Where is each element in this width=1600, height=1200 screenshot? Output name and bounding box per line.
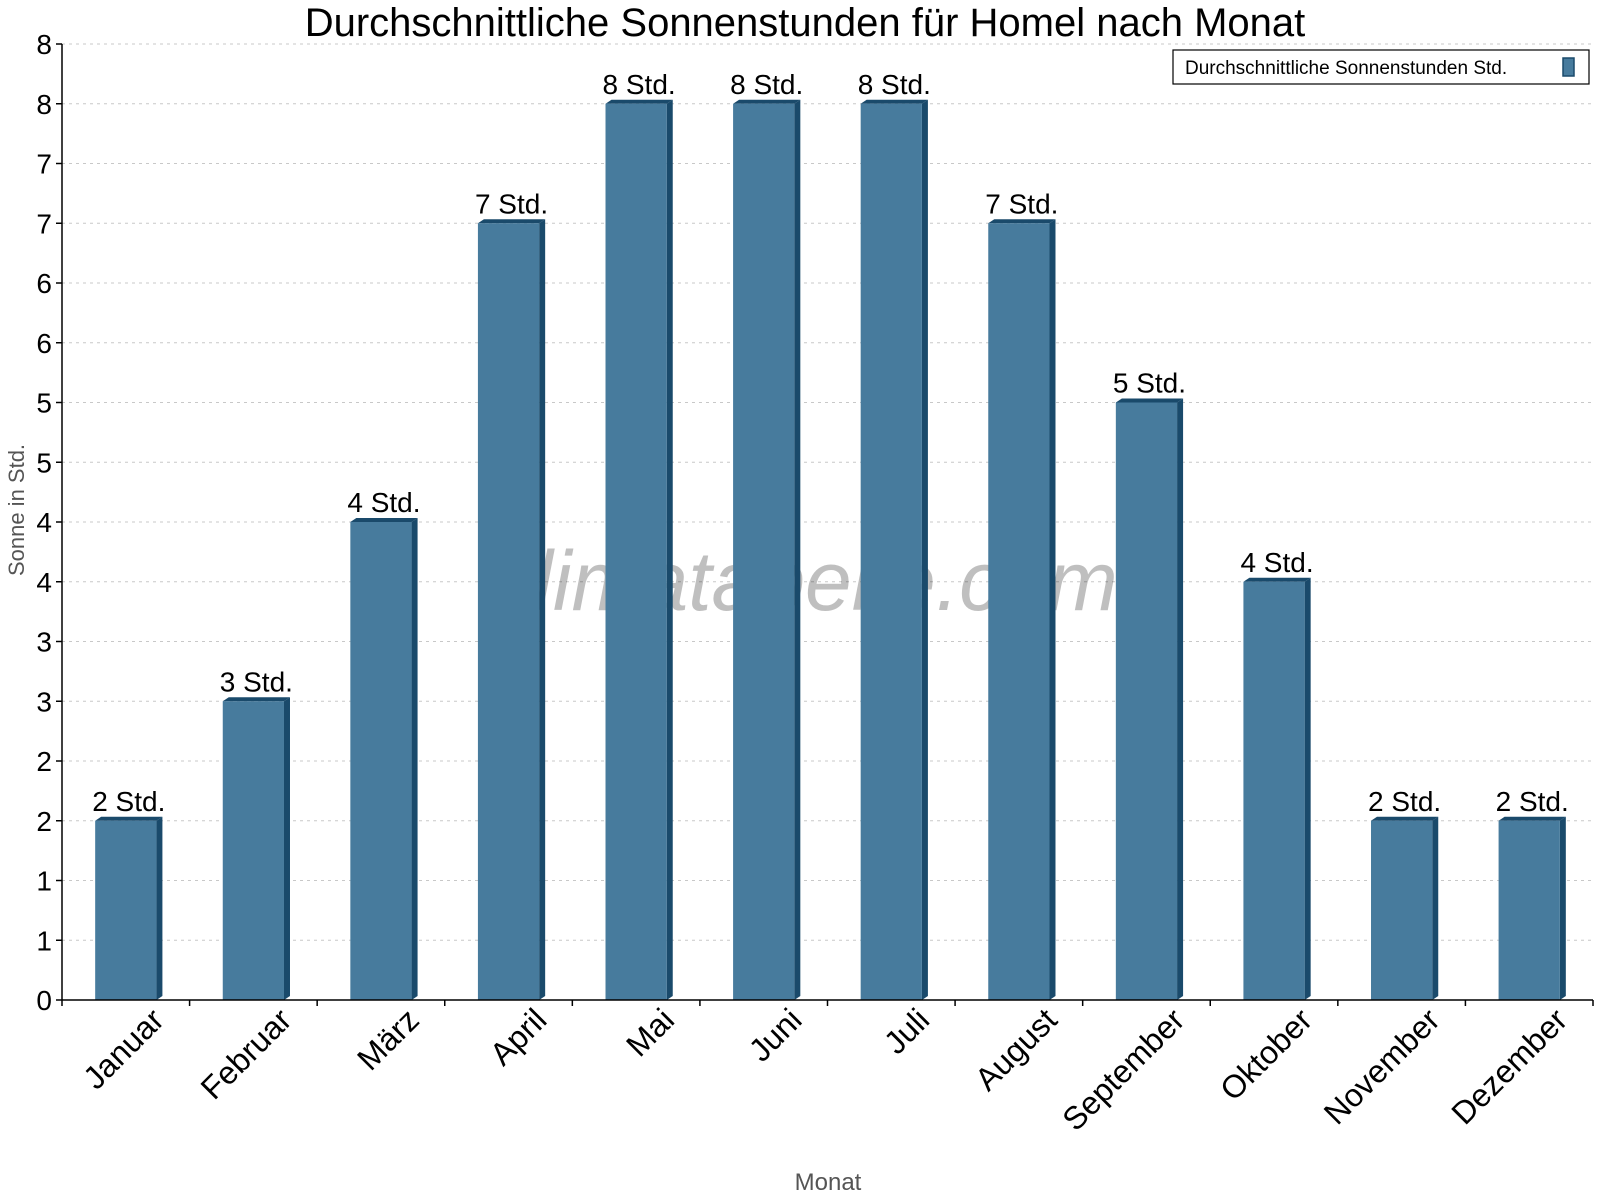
bar — [95, 820, 157, 1000]
bar-side — [283, 697, 290, 1000]
y-tick-label: 5 — [36, 447, 52, 478]
bar — [733, 103, 795, 1000]
x-tick-label: September — [1055, 1001, 1191, 1137]
bar — [1115, 402, 1178, 1000]
data-label: 2 Std. — [1496, 786, 1569, 817]
y-axis-label: Sonne in Std. — [4, 444, 29, 576]
x-tick-label: März — [350, 1001, 426, 1077]
y-tick-label: 7 — [36, 208, 52, 239]
x-tick-label: Dezember — [1444, 1001, 1574, 1131]
bar-top — [350, 518, 418, 522]
y-tick-label: 8 — [36, 89, 52, 120]
bar — [1371, 820, 1433, 1000]
x-tick-label: Mai — [619, 1001, 681, 1063]
bar-top — [95, 816, 163, 821]
data-label: 2 Std. — [1368, 786, 1441, 817]
data-label: 5 Std. — [1113, 368, 1186, 399]
bar-side — [1177, 398, 1184, 1000]
y-tick-label: 2 — [36, 806, 52, 837]
x-tick-label: April — [483, 1001, 554, 1072]
bar — [222, 701, 284, 1000]
bar-top — [605, 99, 673, 104]
data-label: 7 Std. — [985, 188, 1058, 219]
legend-swatch — [1562, 57, 1575, 77]
y-tick-label: 1 — [36, 925, 52, 956]
bar-side — [156, 816, 163, 1000]
bar-side — [539, 219, 546, 1000]
bar-side — [1049, 219, 1056, 1000]
x-tick-label: November — [1317, 1001, 1447, 1131]
y-tick-label: 6 — [36, 268, 52, 299]
chart-title: Durchschnittliche Sonnenstunden für Home… — [305, 1, 1306, 45]
y-tick-label: 3 — [36, 686, 52, 717]
bar — [988, 223, 1050, 1000]
data-label: 8 Std. — [730, 69, 803, 100]
data-label: 7 Std. — [475, 188, 548, 219]
y-tick-label: 8 — [36, 29, 52, 60]
x-tick-label: Oktober — [1213, 1001, 1319, 1107]
data-label: 2 Std. — [92, 786, 165, 817]
bar-top — [733, 99, 801, 104]
x-tick-label: August — [968, 1001, 1064, 1097]
x-tick-label: Juli — [877, 1001, 936, 1060]
bar — [605, 103, 667, 1000]
bar — [477, 223, 540, 1000]
bar-side — [1304, 577, 1311, 1000]
y-tick-label: 2 — [36, 746, 52, 777]
bar — [1498, 820, 1560, 1000]
bar-top — [1243, 577, 1311, 582]
y-tick-label: 1 — [36, 866, 52, 897]
y-tick-label: 3 — [36, 627, 52, 658]
x-axis-label: Monat — [795, 1169, 862, 1196]
bar-side — [666, 99, 673, 1000]
data-label: 8 Std. — [858, 69, 931, 100]
x-tick-label: Januar — [76, 1001, 171, 1096]
legend-box — [1172, 49, 1590, 85]
bar-side — [1559, 816, 1566, 1000]
bar-side — [411, 518, 418, 1000]
y-tick-label: 0 — [36, 985, 52, 1016]
bar-top — [1371, 816, 1439, 821]
bar — [350, 522, 412, 1000]
bar-top — [1115, 398, 1184, 403]
data-label: 4 Std. — [347, 487, 420, 518]
bar — [860, 103, 922, 1000]
bar-top — [477, 219, 546, 224]
y-tick-label: 4 — [36, 507, 52, 538]
legend: Durchschnittliche Sonnenstunden Std. — [1172, 49, 1590, 85]
y-tick-label: 4 — [36, 567, 52, 598]
y-tick-label: 6 — [36, 328, 52, 359]
data-label: 3 Std. — [220, 666, 293, 697]
legend-label: Durchschnittliche Sonnenstunden Std. — [1185, 58, 1507, 79]
bar-side — [794, 99, 801, 1000]
x-tick-label: Juni — [742, 1001, 809, 1068]
bar-top — [222, 697, 290, 702]
bar-top — [988, 219, 1056, 224]
data-label: 4 Std. — [1240, 547, 1313, 578]
y-tick-label: 5 — [36, 388, 52, 419]
data-label: 8 Std. — [603, 69, 676, 100]
y-tick-label: 7 — [36, 149, 52, 180]
x-tick-label: Februar — [194, 1001, 299, 1106]
bar-top — [1498, 816, 1566, 821]
bar-top — [860, 99, 928, 104]
bar-side — [1432, 816, 1439, 1000]
bar-side — [921, 99, 928, 1000]
bar — [1243, 581, 1305, 1000]
